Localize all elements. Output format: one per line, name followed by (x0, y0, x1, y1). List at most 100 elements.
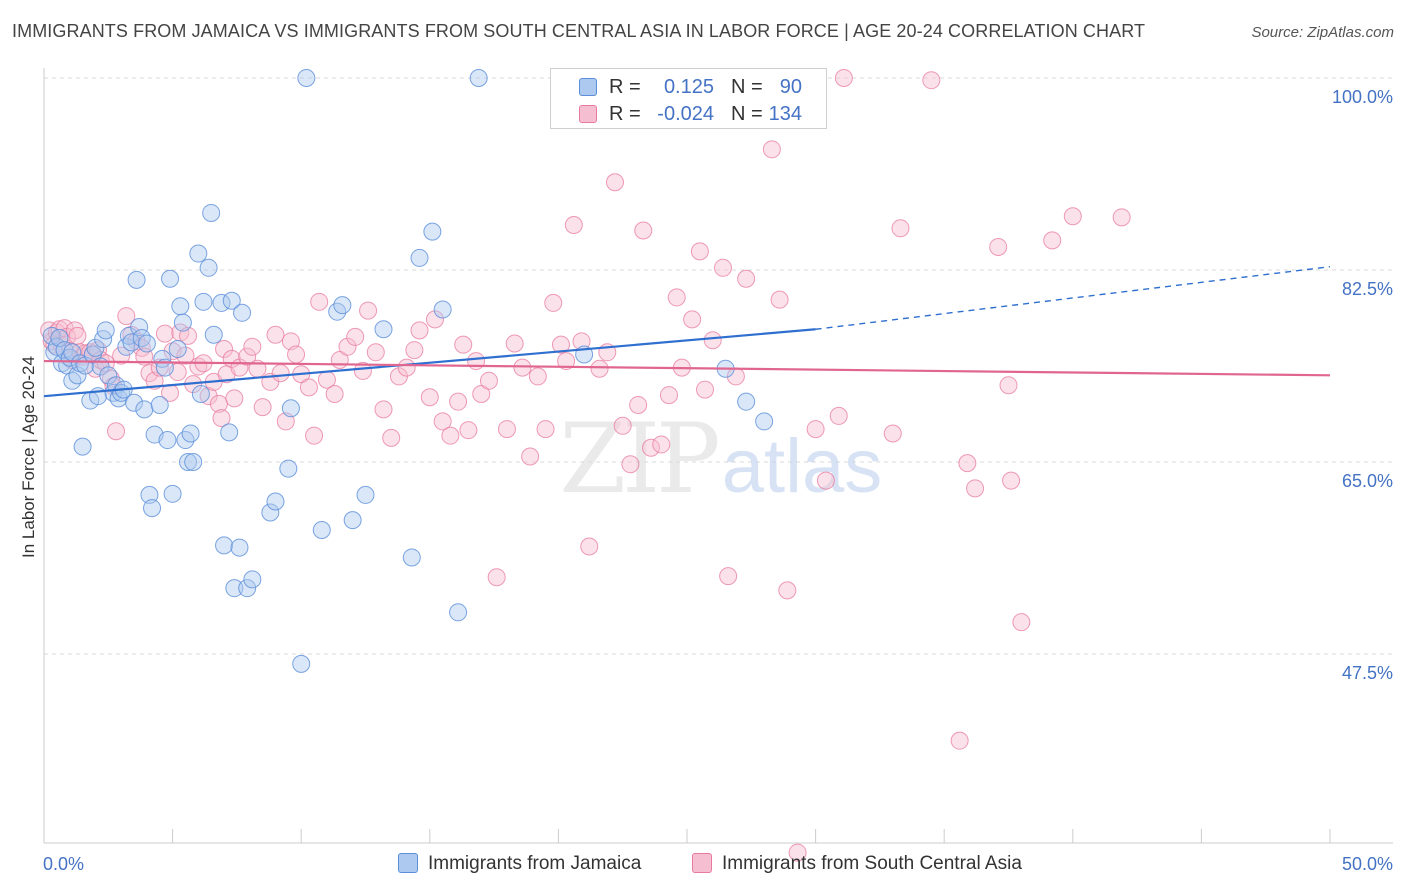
n-label: N = (731, 76, 763, 98)
jamaica-swatch (579, 78, 597, 96)
sca-point (891, 219, 910, 238)
sca-point (634, 221, 653, 240)
jamaica-point (410, 248, 429, 267)
sca-point (652, 435, 671, 454)
n-value: 90 (779, 76, 802, 98)
jamaica-point (171, 297, 190, 316)
legend-row-jamaica: R = 0.125 N = 90 (551, 73, 826, 99)
jamaica-point (243, 570, 262, 589)
sca-point (338, 337, 357, 356)
jamaica-point (132, 329, 151, 348)
jamaica-point (99, 366, 118, 385)
sca-point (366, 343, 385, 362)
sca-point (459, 421, 478, 440)
sca-point (513, 358, 532, 377)
jamaica-point (73, 437, 92, 456)
sca-point (472, 384, 491, 403)
sca-point (528, 367, 547, 386)
sca-point (788, 843, 807, 862)
sca-point (359, 301, 378, 320)
sca-point (346, 327, 365, 346)
sca-point (266, 325, 285, 344)
sca-point (816, 471, 835, 490)
x-tick-label: 50.0% (1342, 854, 1393, 874)
jamaica-point (374, 320, 393, 339)
sca-point (238, 347, 257, 366)
y-tick-labels: 47.5% 65.0% 82.5% 100.0% (1332, 87, 1393, 683)
sca-point (966, 479, 985, 498)
legend-label: Immigrants from Jamaica (428, 853, 642, 874)
jamaica-point (312, 521, 331, 540)
jamaica-point (96, 321, 115, 340)
jamaica-point (333, 296, 352, 315)
jamaica-point (50, 329, 69, 348)
jamaica-point (220, 423, 239, 442)
y-tick-label: 47.5% (1342, 663, 1393, 683)
sca-point (605, 173, 624, 192)
jamaica-points (42, 69, 774, 673)
sca-point (454, 335, 473, 354)
sca-point (433, 412, 452, 431)
jamaica-point (233, 303, 252, 322)
jamaica-point (222, 291, 241, 310)
sca-point (299, 378, 318, 397)
sca-point (310, 292, 329, 311)
watermark: ZIP atlas (559, 403, 882, 515)
sca-point (243, 337, 262, 356)
sca-point (737, 269, 756, 288)
jamaica-point (181, 424, 200, 443)
sca-point (659, 386, 678, 405)
sca-point (683, 310, 702, 329)
legend-row-sca: R = -0.024 N = 134 (551, 100, 826, 126)
jamaica-point (189, 244, 208, 263)
sca-point (690, 242, 709, 261)
sca-point (1112, 208, 1131, 227)
sca-point (950, 731, 969, 750)
sca-point (68, 326, 87, 345)
jamaica-point (343, 511, 362, 530)
jamaica-point (137, 334, 156, 353)
sca-point (410, 321, 429, 340)
jamaica-point (469, 69, 488, 87)
jamaica-point (297, 69, 316, 87)
sca-point (629, 395, 648, 414)
sca-point (958, 454, 977, 473)
sca-point (719, 567, 738, 586)
jamaica-point (356, 485, 375, 504)
sca-point (703, 331, 722, 350)
jamaica-point (173, 313, 192, 332)
watermark-zip: ZIP (559, 403, 718, 515)
jamaica-point (125, 393, 144, 412)
jamaica-point (168, 339, 187, 358)
sca-trend-line (43, 359, 1331, 377)
jamaica-trend-extension (815, 266, 1331, 330)
sca-point (397, 358, 416, 377)
sca-point (770, 290, 789, 309)
jamaica-point (215, 536, 234, 555)
sca-point (1063, 207, 1082, 226)
sca-point (521, 447, 540, 466)
sca-point (305, 426, 324, 445)
sca-point (989, 237, 1008, 256)
jamaica-point (68, 366, 87, 385)
jamaica-point (130, 318, 149, 337)
jamaica-point (63, 371, 82, 390)
sca-point (155, 324, 174, 343)
sca-point (667, 288, 686, 307)
sca-point (176, 346, 195, 365)
watermark-atlas: atlas (722, 424, 883, 509)
sca-swatch (579, 105, 597, 123)
jamaica-point (402, 548, 421, 567)
sca-point (212, 409, 231, 428)
jamaica-point (135, 400, 154, 419)
correlation-legend: R = 0.125 N = 90 R = -0.024 N = 134 (550, 68, 827, 129)
jamaica-point (423, 222, 442, 241)
y-tick-label: 82.5% (1342, 279, 1393, 299)
trend-lines (43, 266, 1331, 398)
y-tick-label: 65.0% (1342, 471, 1393, 491)
jamaica-point (281, 399, 300, 418)
jamaica-point (202, 203, 221, 222)
y-axis-label: In Labor Force | Age 20-24 (19, 356, 38, 558)
jamaica-trend-line (43, 328, 816, 398)
sca-point (1002, 471, 1021, 490)
